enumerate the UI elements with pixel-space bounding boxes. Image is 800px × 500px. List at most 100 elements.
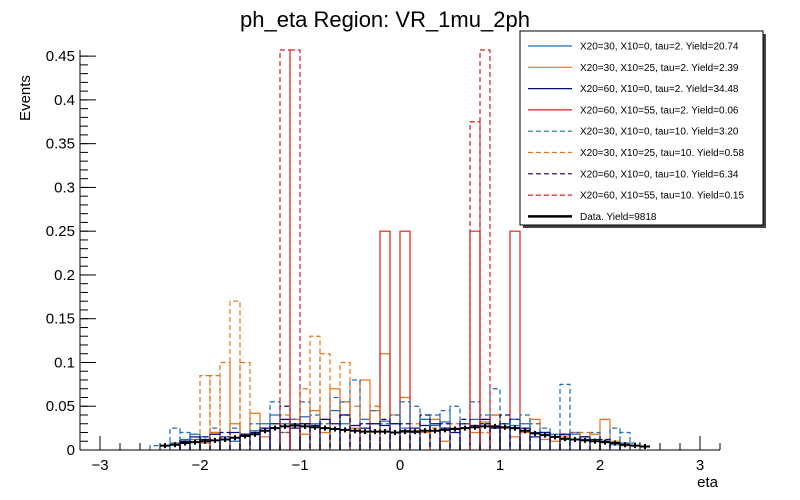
- series-1-bin-20: [379, 353, 391, 450]
- series-1-bin-12: [299, 433, 311, 450]
- data-point-13: [290, 422, 300, 428]
- data-point-9: [250, 431, 260, 437]
- data-point-32: [480, 423, 490, 429]
- y-tick-label: 0.1: [54, 354, 75, 371]
- series-6-bin-16: [499, 414, 511, 450]
- series-5-bin-12: [409, 423, 421, 450]
- data-point-30: [460, 425, 470, 431]
- y-tick-label: 0.3: [54, 179, 75, 196]
- y-tick-label: 0.35: [46, 136, 75, 153]
- data-series: [160, 422, 650, 449]
- series-4-bin-13: [289, 418, 301, 450]
- chart-title: ph_eta Region: VR_1mu_2ph: [240, 7, 530, 32]
- legend-label-4: X20=30, X10=0, tau=10. Yield=3.20: [580, 127, 739, 138]
- data-point-6: [220, 436, 230, 442]
- x-axis-label: eta: [697, 474, 719, 491]
- series-3-bin-2: [469, 230, 481, 450]
- series-2-bin-32: [489, 427, 501, 450]
- data-point-22: [380, 429, 390, 435]
- series-4-bin-0: [149, 445, 161, 450]
- series-0-bin-25: [419, 418, 431, 450]
- series-5-bin-0: [199, 375, 211, 450]
- data-point-7: [230, 435, 240, 441]
- data-point-23: [390, 429, 400, 435]
- series-4-bin-9: [249, 423, 261, 450]
- data-point-10: [260, 428, 270, 434]
- data-point-34: [500, 424, 510, 430]
- data-point-36: [520, 428, 530, 434]
- series-2-bin-28: [449, 431, 461, 450]
- series-6-bin-19: [559, 433, 571, 450]
- series-5-bin-7: [309, 335, 321, 450]
- series-6-bin-4: [259, 427, 271, 450]
- series-0-bin-6: [229, 440, 241, 450]
- series-6-bin-13: [439, 423, 451, 450]
- legend-label-3: X20=60, X10=55, tau=2. Yield=0.06: [580, 105, 739, 116]
- series-2-bin-22: [389, 423, 401, 450]
- series-0-bin-32: [489, 414, 501, 450]
- series-5-bin-16: [519, 431, 531, 450]
- data-point-8: [240, 433, 250, 439]
- series-1-bin-34: [519, 431, 531, 450]
- series-1-bin-8: [259, 436, 271, 450]
- data-point-48: [640, 443, 650, 449]
- data-point-41: [570, 436, 580, 442]
- series-5-bin-10: [349, 405, 361, 450]
- y-tick-label: 0.45: [46, 48, 75, 65]
- series-5-bin-4: [239, 361, 251, 450]
- series-2-bin-34: [509, 418, 521, 450]
- data-point-16: [320, 425, 330, 431]
- series-5-bin-8: [319, 353, 331, 450]
- series-6-bin-18: [539, 431, 551, 450]
- series-6-bin-10: [379, 418, 391, 450]
- series-6-bin-14: [459, 418, 471, 450]
- series-7: [279, 49, 491, 450]
- series-0-bin-44: [609, 444, 621, 450]
- series-6-bin-7: [319, 418, 331, 450]
- axes: 0 0.05 0.1 0.15 0.2 0.25 0.3 0.35 0.4 0.45 −3 −2 −1 0…: [46, 48, 721, 474]
- series-6-bin-21: [599, 438, 611, 450]
- series-3: [379, 230, 521, 450]
- x-tick-label: 3: [696, 457, 704, 474]
- data-point-15: [310, 424, 320, 430]
- x-tick-label: 1: [496, 457, 504, 474]
- series-0-bin-27: [439, 421, 451, 450]
- legend-label-5: X20=30, X10=25, tau=10. Yield=0.58: [580, 148, 744, 159]
- series-6-bin-6: [299, 423, 311, 450]
- legend-label-7: X20=60, X10=55, tau=10. Yield=0.15: [580, 191, 744, 202]
- series-4-bin-37: [529, 423, 541, 450]
- series-1-bin-31: [489, 414, 501, 450]
- y-tick-label: 0.05: [46, 398, 75, 415]
- series-4-bin-24: [399, 401, 411, 450]
- data-point-38: [540, 432, 550, 438]
- series-2-bin-12: [289, 427, 301, 450]
- data-point-46: [620, 442, 630, 448]
- series-4-bin-33: [489, 388, 501, 450]
- legend: X20=30, X10=0, tau=2. Yield=20.74 X20=30,…: [519, 30, 766, 228]
- data-point-25: [410, 429, 420, 435]
- data-point-5: [210, 437, 220, 443]
- series-2-bin-36: [529, 436, 541, 450]
- legend-label-0: X20=30, X10=0, tau=2. Yield=20.74: [580, 42, 739, 53]
- data-point-44: [600, 439, 610, 445]
- series-1-bin-24: [419, 431, 431, 450]
- series-1-bin-18: [359, 379, 371, 450]
- series-5-bin-15: [479, 431, 491, 450]
- series-0-bin-22: [389, 423, 401, 450]
- data-point-1: [170, 442, 180, 448]
- legend-box: [519, 30, 764, 226]
- series-4-bin-45: [609, 427, 621, 450]
- data-point-39: [550, 434, 560, 440]
- series-6-bin-8: [339, 414, 351, 450]
- data-point-4: [200, 438, 210, 444]
- series-1-bin-9: [269, 427, 281, 450]
- series-5-bin-9: [339, 361, 351, 450]
- series-6-bin-1: [199, 436, 211, 450]
- x-tick-label: −2: [191, 457, 208, 474]
- y-tick-label: 0.25: [46, 223, 75, 240]
- legend-label-1: X20=30, X10=25, tau=2. Yield=2.39: [580, 63, 739, 74]
- series-4-bin-35: [509, 418, 521, 450]
- series-6-bin-20: [579, 436, 591, 450]
- data-point-43: [590, 438, 600, 444]
- series-3-bin-1: [399, 230, 411, 450]
